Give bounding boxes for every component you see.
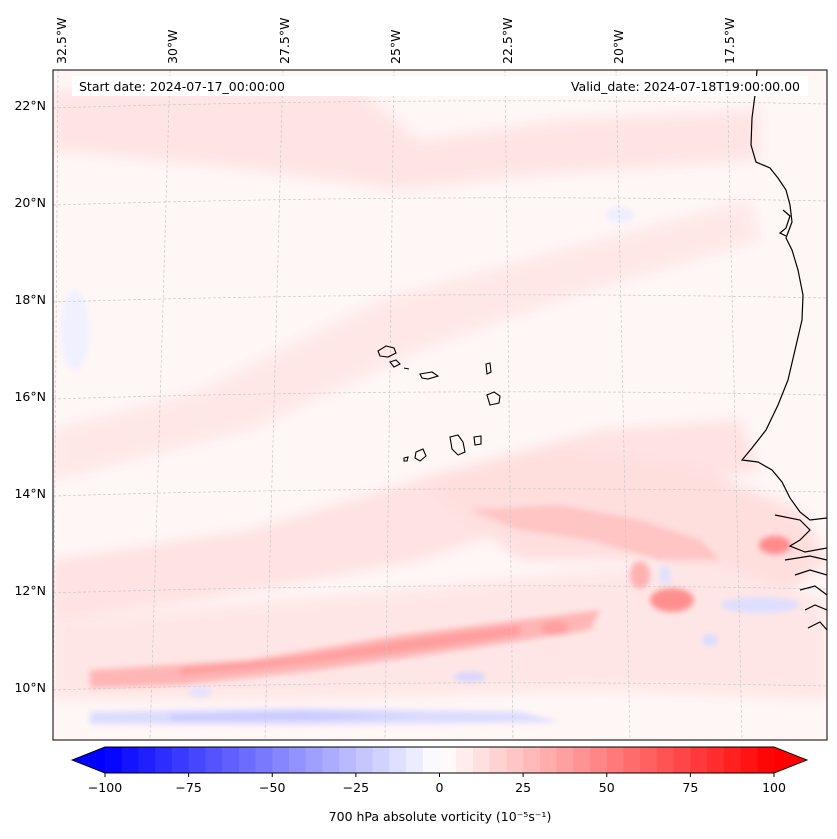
colorbar-swatch (322, 747, 340, 773)
colorbar-tick-label: 50 (599, 780, 615, 795)
colorbar-ticks: −100 −75 −50 −25 0 25 50 75 100 (88, 773, 786, 795)
colorbar-swatch (456, 747, 474, 773)
longitude-labels: 32.5°W 30°W 27.5°W 25°W 22.5°W 20°W 17.5… (54, 18, 737, 64)
island-maio (473, 435, 482, 446)
colorbar-swatch (171, 747, 190, 773)
colorbar-swatch (305, 747, 324, 773)
colorbar-swatch (690, 747, 708, 773)
lat-label: 14°N (14, 486, 46, 501)
colorbar-swatch (188, 747, 206, 773)
colorbar-swatch (105, 747, 123, 773)
colorbar-swatch (673, 747, 691, 773)
island-brava (403, 456, 409, 462)
colorbar-swatch (656, 747, 675, 773)
colorbar-tick-label: 0 (436, 780, 444, 795)
island-sal (485, 362, 492, 375)
colorbar-swatch (205, 747, 223, 773)
colorbar-swatch (288, 747, 307, 773)
lon-label: 17.5°W (722, 18, 737, 64)
colorbar-swatch (590, 747, 608, 773)
colorbar-swatch (238, 747, 257, 773)
colorbar-swatch (222, 747, 240, 773)
lon-label: 32.5°W (54, 18, 69, 64)
colorbar-swatch (623, 747, 641, 773)
colorbar-swatch (539, 747, 558, 773)
colorbar-tick-label: −25 (343, 780, 369, 795)
map-frame (52, 69, 828, 741)
island-santo-antao (377, 345, 397, 358)
island-santa-luzia (403, 367, 410, 370)
colorbar-label: 700 hPa absolute vorticity (10⁻⁵s⁻¹) (329, 809, 552, 824)
colorbar-tick-label: −50 (259, 780, 285, 795)
colorbar-swatch (472, 747, 491, 773)
colorbar-swatch (355, 747, 374, 773)
colorbar-swatch (740, 747, 758, 773)
lon-label: 20°W (611, 29, 626, 64)
colorbar-swatches (72, 747, 807, 773)
latitude-labels: 22°N 20°N 18°N 16°N 14°N 12°N 10°N (14, 98, 46, 695)
colorbar-swatch (556, 747, 574, 773)
colorbar-swatch (155, 747, 173, 773)
colorbar-swatch (523, 747, 541, 773)
lon-label: 25°W (388, 29, 403, 64)
colorbar-swatch (489, 747, 507, 773)
lat-label: 20°N (14, 195, 46, 210)
colorbar-swatch (389, 747, 407, 773)
colorbar-swatch (422, 747, 441, 773)
lon-label: 30°W (165, 29, 180, 64)
colorbar-swatch (723, 747, 742, 773)
lat-label: 16°N (14, 389, 46, 404)
colorbar-swatch (640, 747, 658, 773)
colorbar-swatch (506, 747, 524, 773)
date-banner (72, 76, 808, 96)
colorbar-swatch (272, 747, 290, 773)
vorticity-field (53, 70, 827, 740)
colorbar-swatch (339, 747, 357, 773)
colorbar-swatch (406, 747, 424, 773)
colorbar-swatch (757, 747, 775, 773)
map-panel: Start date: 2024-07-17_00:00:00 Valid_da… (52, 69, 828, 741)
colorbar-tick-label: 100 (762, 780, 786, 795)
colorbar-swatch (138, 747, 156, 773)
coastlines (740, 70, 827, 631)
african-coastline (740, 70, 827, 521)
colorbar-swatch (439, 747, 457, 773)
colorbar-swatch (707, 747, 725, 773)
lat-label: 22°N (14, 98, 46, 113)
colorbar-swatch (372, 747, 390, 773)
graticule (53, 70, 827, 740)
lat-label: 10°N (14, 680, 46, 695)
colorbar-tick-label: −100 (88, 780, 122, 795)
colorbar-extend-min (72, 747, 105, 773)
colorbar: −100 −75 −50 −25 0 25 50 75 100 700 hPa absolute… (70, 746, 809, 824)
colorbar-swatch (606, 747, 625, 773)
lat-label: 18°N (14, 292, 46, 307)
colorbar-tick-label: 75 (682, 780, 698, 795)
island-fogo (414, 448, 427, 462)
cabo-verde-islands (377, 345, 501, 462)
valid-date-label: Valid_date: 2024-07-18T19:00:00.00 (571, 79, 800, 94)
island-sao-vicente (389, 359, 401, 368)
colorbar-swatch (573, 747, 591, 773)
lon-label: 22.5°W (500, 18, 515, 64)
colorbar-swatch (121, 747, 140, 773)
island-sao-nicolau (419, 371, 440, 380)
colorbar-tick-label: 25 (515, 780, 531, 795)
colorbar-swatch (255, 747, 273, 773)
start-date-label: Start date: 2024-07-17_00:00:00 (79, 79, 285, 94)
lon-label: 27.5°W (277, 18, 292, 64)
island-santiago (449, 434, 466, 456)
colorbar-extend-max (774, 747, 807, 773)
island-boa-vista (486, 391, 501, 406)
lat-label: 12°N (14, 583, 46, 598)
colorbar-tick-label: −75 (175, 780, 201, 795)
